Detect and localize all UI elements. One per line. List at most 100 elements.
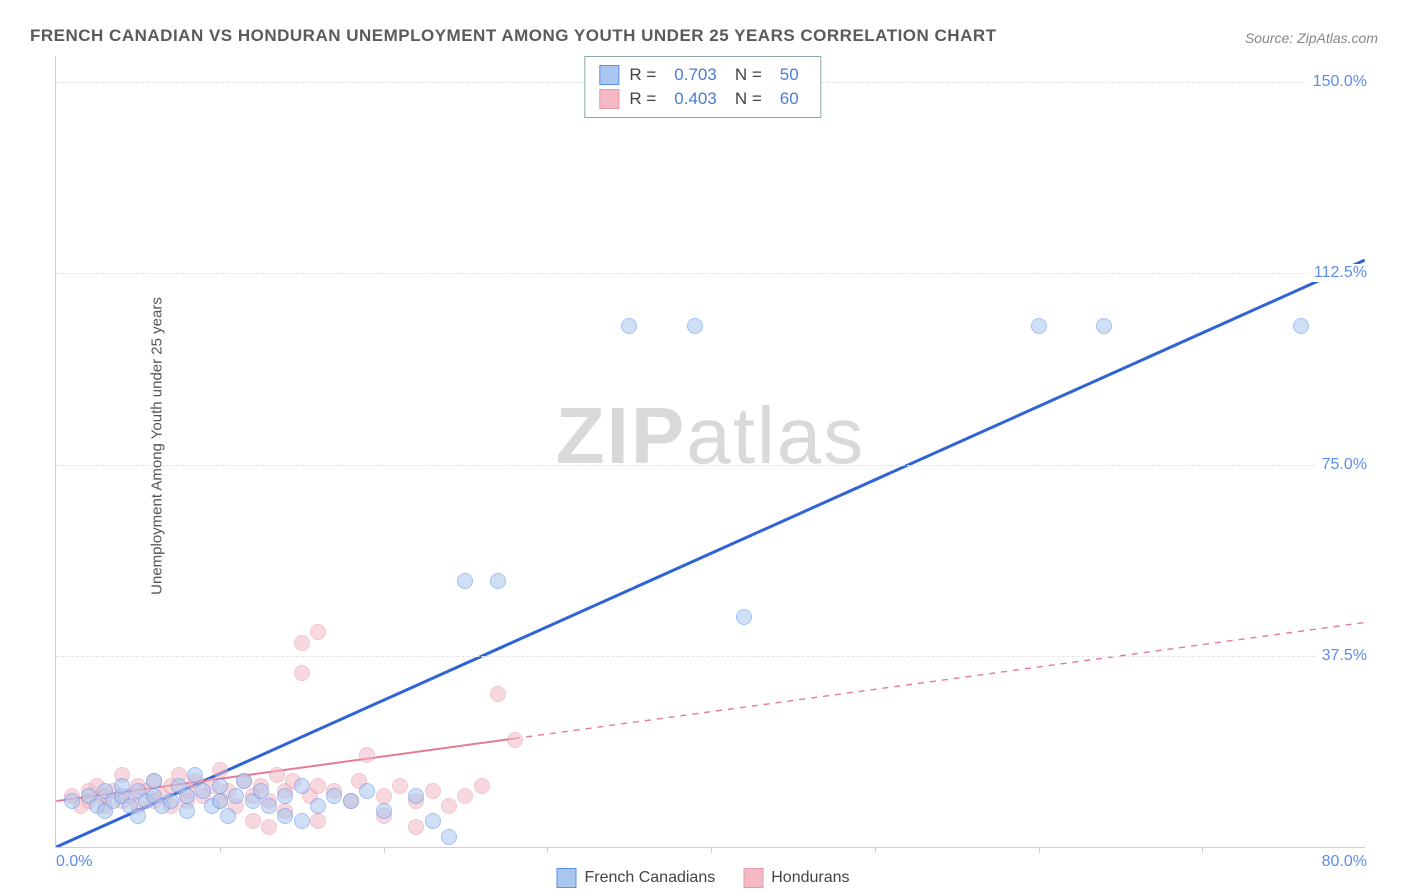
gridline [56, 465, 1365, 466]
data-point [277, 808, 293, 824]
data-point [736, 609, 752, 625]
x-tick-mark [547, 847, 548, 853]
data-point [294, 635, 310, 651]
data-point [457, 573, 473, 589]
legend-swatch [599, 89, 619, 109]
legend-row: R = 0.403 N = 60 [599, 87, 806, 111]
data-point [310, 778, 326, 794]
data-point [359, 747, 375, 763]
x-tick-mark [384, 847, 385, 853]
data-point [253, 783, 269, 799]
data-point [490, 573, 506, 589]
gridline [56, 656, 1365, 657]
data-point [294, 665, 310, 681]
legend-N-label: N = [735, 89, 762, 109]
data-point [376, 803, 392, 819]
data-point [179, 803, 195, 819]
legend-N-value: 60 [780, 89, 799, 109]
data-point [294, 813, 310, 829]
legend-N-label: N = [735, 65, 762, 85]
trendline-solid [56, 260, 1364, 847]
data-point [179, 788, 195, 804]
data-point [187, 767, 203, 783]
data-point [163, 793, 179, 809]
data-point [294, 778, 310, 794]
data-point [376, 788, 392, 804]
series-name: French Canadians [584, 869, 715, 887]
data-point [195, 783, 211, 799]
legend-row: R = 0.703 N = 50 [599, 63, 806, 87]
y-tick-label: 75.0% [1316, 456, 1367, 474]
data-point [474, 778, 490, 794]
data-point [1031, 318, 1047, 334]
watermark: ZIPatlas [556, 390, 865, 482]
series-name: Hondurans [771, 869, 849, 887]
data-point [408, 819, 424, 835]
legend-swatch [556, 868, 576, 888]
x-tick-mark [711, 847, 712, 853]
data-point [310, 813, 326, 829]
watermark-light: atlas [686, 391, 865, 480]
source-attribution: Source: ZipAtlas.com [1245, 30, 1378, 46]
data-point [269, 767, 285, 783]
chart-title: FRENCH CANADIAN VS HONDURAN UNEMPLOYMENT… [30, 26, 997, 46]
data-point [359, 783, 375, 799]
trendline-dashed [514, 622, 1364, 738]
data-point [261, 819, 277, 835]
data-point [507, 732, 523, 748]
data-point [310, 798, 326, 814]
data-point [1293, 318, 1309, 334]
x-axis-min-label: 0.0% [56, 853, 92, 871]
data-point [441, 798, 457, 814]
y-tick-label: 150.0% [1307, 73, 1367, 91]
data-point [130, 808, 146, 824]
data-point [212, 762, 228, 778]
legend-R-value: 0.403 [674, 89, 717, 109]
data-point [408, 788, 424, 804]
legend-R-label: R = [629, 65, 656, 85]
x-tick-mark [220, 847, 221, 853]
data-point [490, 686, 506, 702]
series-legend-item: Hondurans [743, 868, 849, 888]
data-point [441, 829, 457, 845]
data-point [212, 793, 228, 809]
data-point [310, 624, 326, 640]
data-point [146, 773, 162, 789]
data-point [64, 793, 80, 809]
x-tick-mark [1202, 847, 1203, 853]
data-point [687, 318, 703, 334]
data-point [425, 783, 441, 799]
data-point [1096, 318, 1112, 334]
legend-R-label: R = [629, 89, 656, 109]
data-point [425, 813, 441, 829]
y-tick-label: 112.5% [1308, 264, 1367, 282]
series-legend: French Canadians Hondurans [556, 868, 849, 888]
trendlines-layer [56, 56, 1365, 847]
gridline [56, 273, 1365, 274]
series-legend-item: French Canadians [556, 868, 715, 888]
legend-swatch [743, 868, 763, 888]
x-tick-mark [1039, 847, 1040, 853]
data-point [326, 788, 342, 804]
correlation-legend: R = 0.703 N = 50 R = 0.403 N = 60 [584, 56, 821, 118]
data-point [236, 773, 252, 789]
data-point [343, 793, 359, 809]
legend-R-value: 0.703 [674, 65, 717, 85]
x-tick-mark [875, 847, 876, 853]
data-point [261, 798, 277, 814]
y-tick-label: 37.5% [1316, 647, 1367, 665]
data-point [228, 788, 244, 804]
legend-N-value: 50 [780, 65, 799, 85]
watermark-bold: ZIP [556, 391, 686, 480]
legend-swatch [599, 65, 619, 85]
data-point [114, 778, 130, 794]
data-point [392, 778, 408, 794]
data-point [212, 778, 228, 794]
data-point [621, 318, 637, 334]
scatter-chart: ZIPatlas 0.0% 80.0% 37.5%75.0%112.5%150.… [55, 56, 1365, 848]
data-point [245, 813, 261, 829]
data-point [277, 788, 293, 804]
data-point [220, 808, 236, 824]
data-point [457, 788, 473, 804]
x-axis-max-label: 80.0% [1322, 853, 1367, 871]
